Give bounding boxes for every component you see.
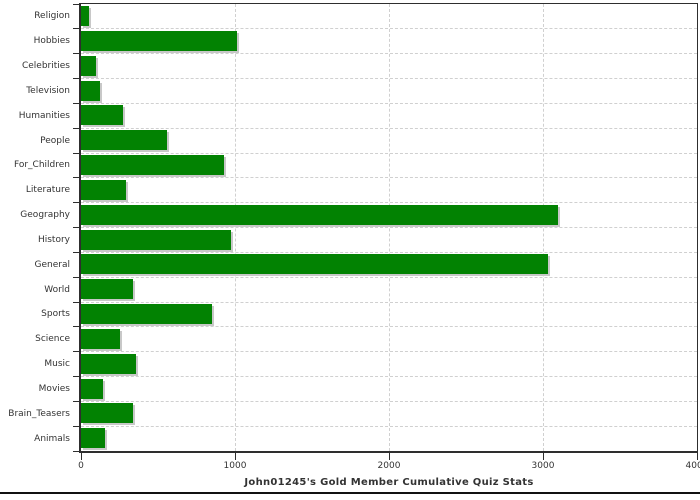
chart-title: John01245's Gold Member Cumulative Quiz … xyxy=(244,477,534,488)
gridline-horizontal xyxy=(81,127,697,129)
bar-hobbies xyxy=(81,30,237,51)
bar-religion xyxy=(81,6,90,26)
y-axis-tick xyxy=(73,301,81,303)
x-axis-tick-label: 2000 xyxy=(377,461,401,471)
y-axis-label-history: History xyxy=(37,234,70,245)
y-axis-label-religion: Religion xyxy=(34,11,70,22)
x-axis-tick xyxy=(388,453,390,460)
gridline-horizontal xyxy=(81,425,697,427)
gridline-horizontal xyxy=(81,400,697,402)
bar-general xyxy=(81,254,548,275)
y-axis-tick xyxy=(73,28,81,30)
y-axis-label-world: World xyxy=(44,284,70,295)
gridline-horizontal xyxy=(81,102,697,104)
x-axis-tick xyxy=(234,453,236,460)
bar-music xyxy=(81,353,136,374)
plot-area xyxy=(79,3,698,453)
y-axis-tick xyxy=(73,152,81,154)
y-axis-tick xyxy=(73,177,81,179)
y-axis-label-geography: Geography xyxy=(20,210,70,221)
bar-celebrities xyxy=(81,55,96,76)
y-axis-tick xyxy=(73,251,81,253)
y-axis-tick xyxy=(73,425,81,427)
y-axis-tick xyxy=(73,127,81,129)
y-axis-label-animals: Animals xyxy=(34,433,70,444)
y-axis-label-music: Music xyxy=(44,359,70,370)
y-axis-label-general: General xyxy=(34,259,70,270)
y-axis-tick xyxy=(73,102,81,104)
y-axis-label-humanities: Humanities xyxy=(18,110,70,121)
bar-history xyxy=(81,229,232,250)
bar-literature xyxy=(81,179,127,200)
x-axis-tick-label: 1000 xyxy=(223,461,247,471)
x-axis-tick xyxy=(80,453,82,460)
y-axis-label-hobbies: Hobbies xyxy=(33,36,70,47)
y-axis-tick xyxy=(73,227,81,228)
gridline-horizontal xyxy=(81,152,697,154)
bar-for_children xyxy=(81,155,225,175)
x-axis-tick-label: 0 xyxy=(78,461,84,471)
y-axis-label-movies: Movies xyxy=(38,383,70,394)
bottom-rule xyxy=(0,492,700,494)
y-axis-label-science: Science xyxy=(35,334,70,345)
bar-geography xyxy=(81,204,559,225)
y-axis-tick xyxy=(73,351,81,353)
gridline-horizontal xyxy=(81,251,697,253)
y-axis-label-television: Television xyxy=(26,85,70,96)
y-axis-tick xyxy=(73,202,81,204)
bar-people xyxy=(81,130,168,151)
x-axis-tick xyxy=(696,453,698,460)
bar-movies xyxy=(81,378,103,399)
bar-animals xyxy=(81,428,105,449)
bar-science xyxy=(81,328,120,349)
gridline-horizontal xyxy=(81,78,697,79)
y-axis-tick xyxy=(73,78,81,79)
x-axis-tick xyxy=(542,453,544,460)
y-axis-label-people: People xyxy=(40,135,70,146)
y-axis-tick xyxy=(73,450,81,452)
x-axis-tick-label: 3000 xyxy=(531,461,555,471)
y-axis-tick xyxy=(73,53,81,55)
y-axis-label-literature: Literature xyxy=(25,185,70,196)
bar-television xyxy=(81,80,101,101)
y-axis-tick xyxy=(73,3,81,5)
bar-world xyxy=(81,279,134,300)
bar-humanities xyxy=(81,105,124,126)
bar-sports xyxy=(81,304,212,324)
gridline-horizontal xyxy=(81,53,697,55)
gridline-horizontal xyxy=(81,28,697,30)
bar-brain_teasers xyxy=(81,403,133,424)
y-axis-tick xyxy=(73,376,81,377)
gridline-horizontal xyxy=(81,227,697,228)
gridline-horizontal xyxy=(81,351,697,353)
y-axis-tick xyxy=(73,276,81,278)
gridline-horizontal xyxy=(81,376,697,377)
gridline-horizontal xyxy=(81,301,697,303)
gridline-horizontal xyxy=(81,202,697,204)
y-axis-label-for_children: For_Children xyxy=(13,160,70,171)
gridline-horizontal xyxy=(81,326,697,328)
gridline-horizontal xyxy=(81,177,697,179)
y-axis-label-sports: Sports xyxy=(41,309,70,320)
x-axis-tick-label: 4000 xyxy=(685,461,700,471)
y-axis-tick xyxy=(73,400,81,402)
y-axis-label-celebrities: Celebrities xyxy=(21,61,70,72)
y-axis-tick xyxy=(73,326,81,328)
gridline-horizontal xyxy=(81,276,697,278)
y-axis-label-brain_teasers: Brain_Teasers xyxy=(8,408,70,419)
